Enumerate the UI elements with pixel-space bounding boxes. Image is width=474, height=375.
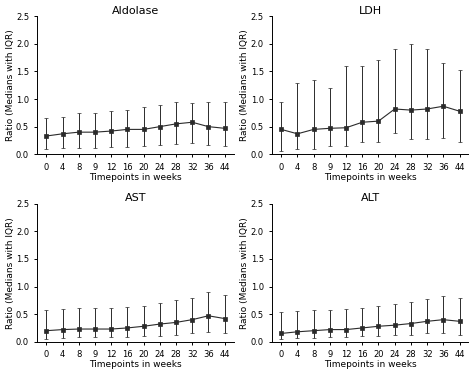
Y-axis label: Ratio (Medians with IQR): Ratio (Medians with IQR) — [6, 217, 15, 328]
Title: ALT: ALT — [361, 193, 380, 203]
Y-axis label: Ratio (Medians with IQR): Ratio (Medians with IQR) — [6, 29, 15, 141]
X-axis label: Timepoints in weeks: Timepoints in weeks — [89, 360, 182, 369]
Title: LDH: LDH — [359, 6, 382, 15]
Y-axis label: Ratio (Medians with IQR): Ratio (Medians with IQR) — [240, 217, 249, 328]
X-axis label: Timepoints in weeks: Timepoints in weeks — [324, 360, 417, 369]
Y-axis label: Ratio (Medians with IQR): Ratio (Medians with IQR) — [240, 29, 249, 141]
X-axis label: Timepoints in weeks: Timepoints in weeks — [324, 173, 417, 182]
X-axis label: Timepoints in weeks: Timepoints in weeks — [89, 173, 182, 182]
Title: Aldolase: Aldolase — [112, 6, 159, 15]
Title: AST: AST — [125, 193, 146, 203]
